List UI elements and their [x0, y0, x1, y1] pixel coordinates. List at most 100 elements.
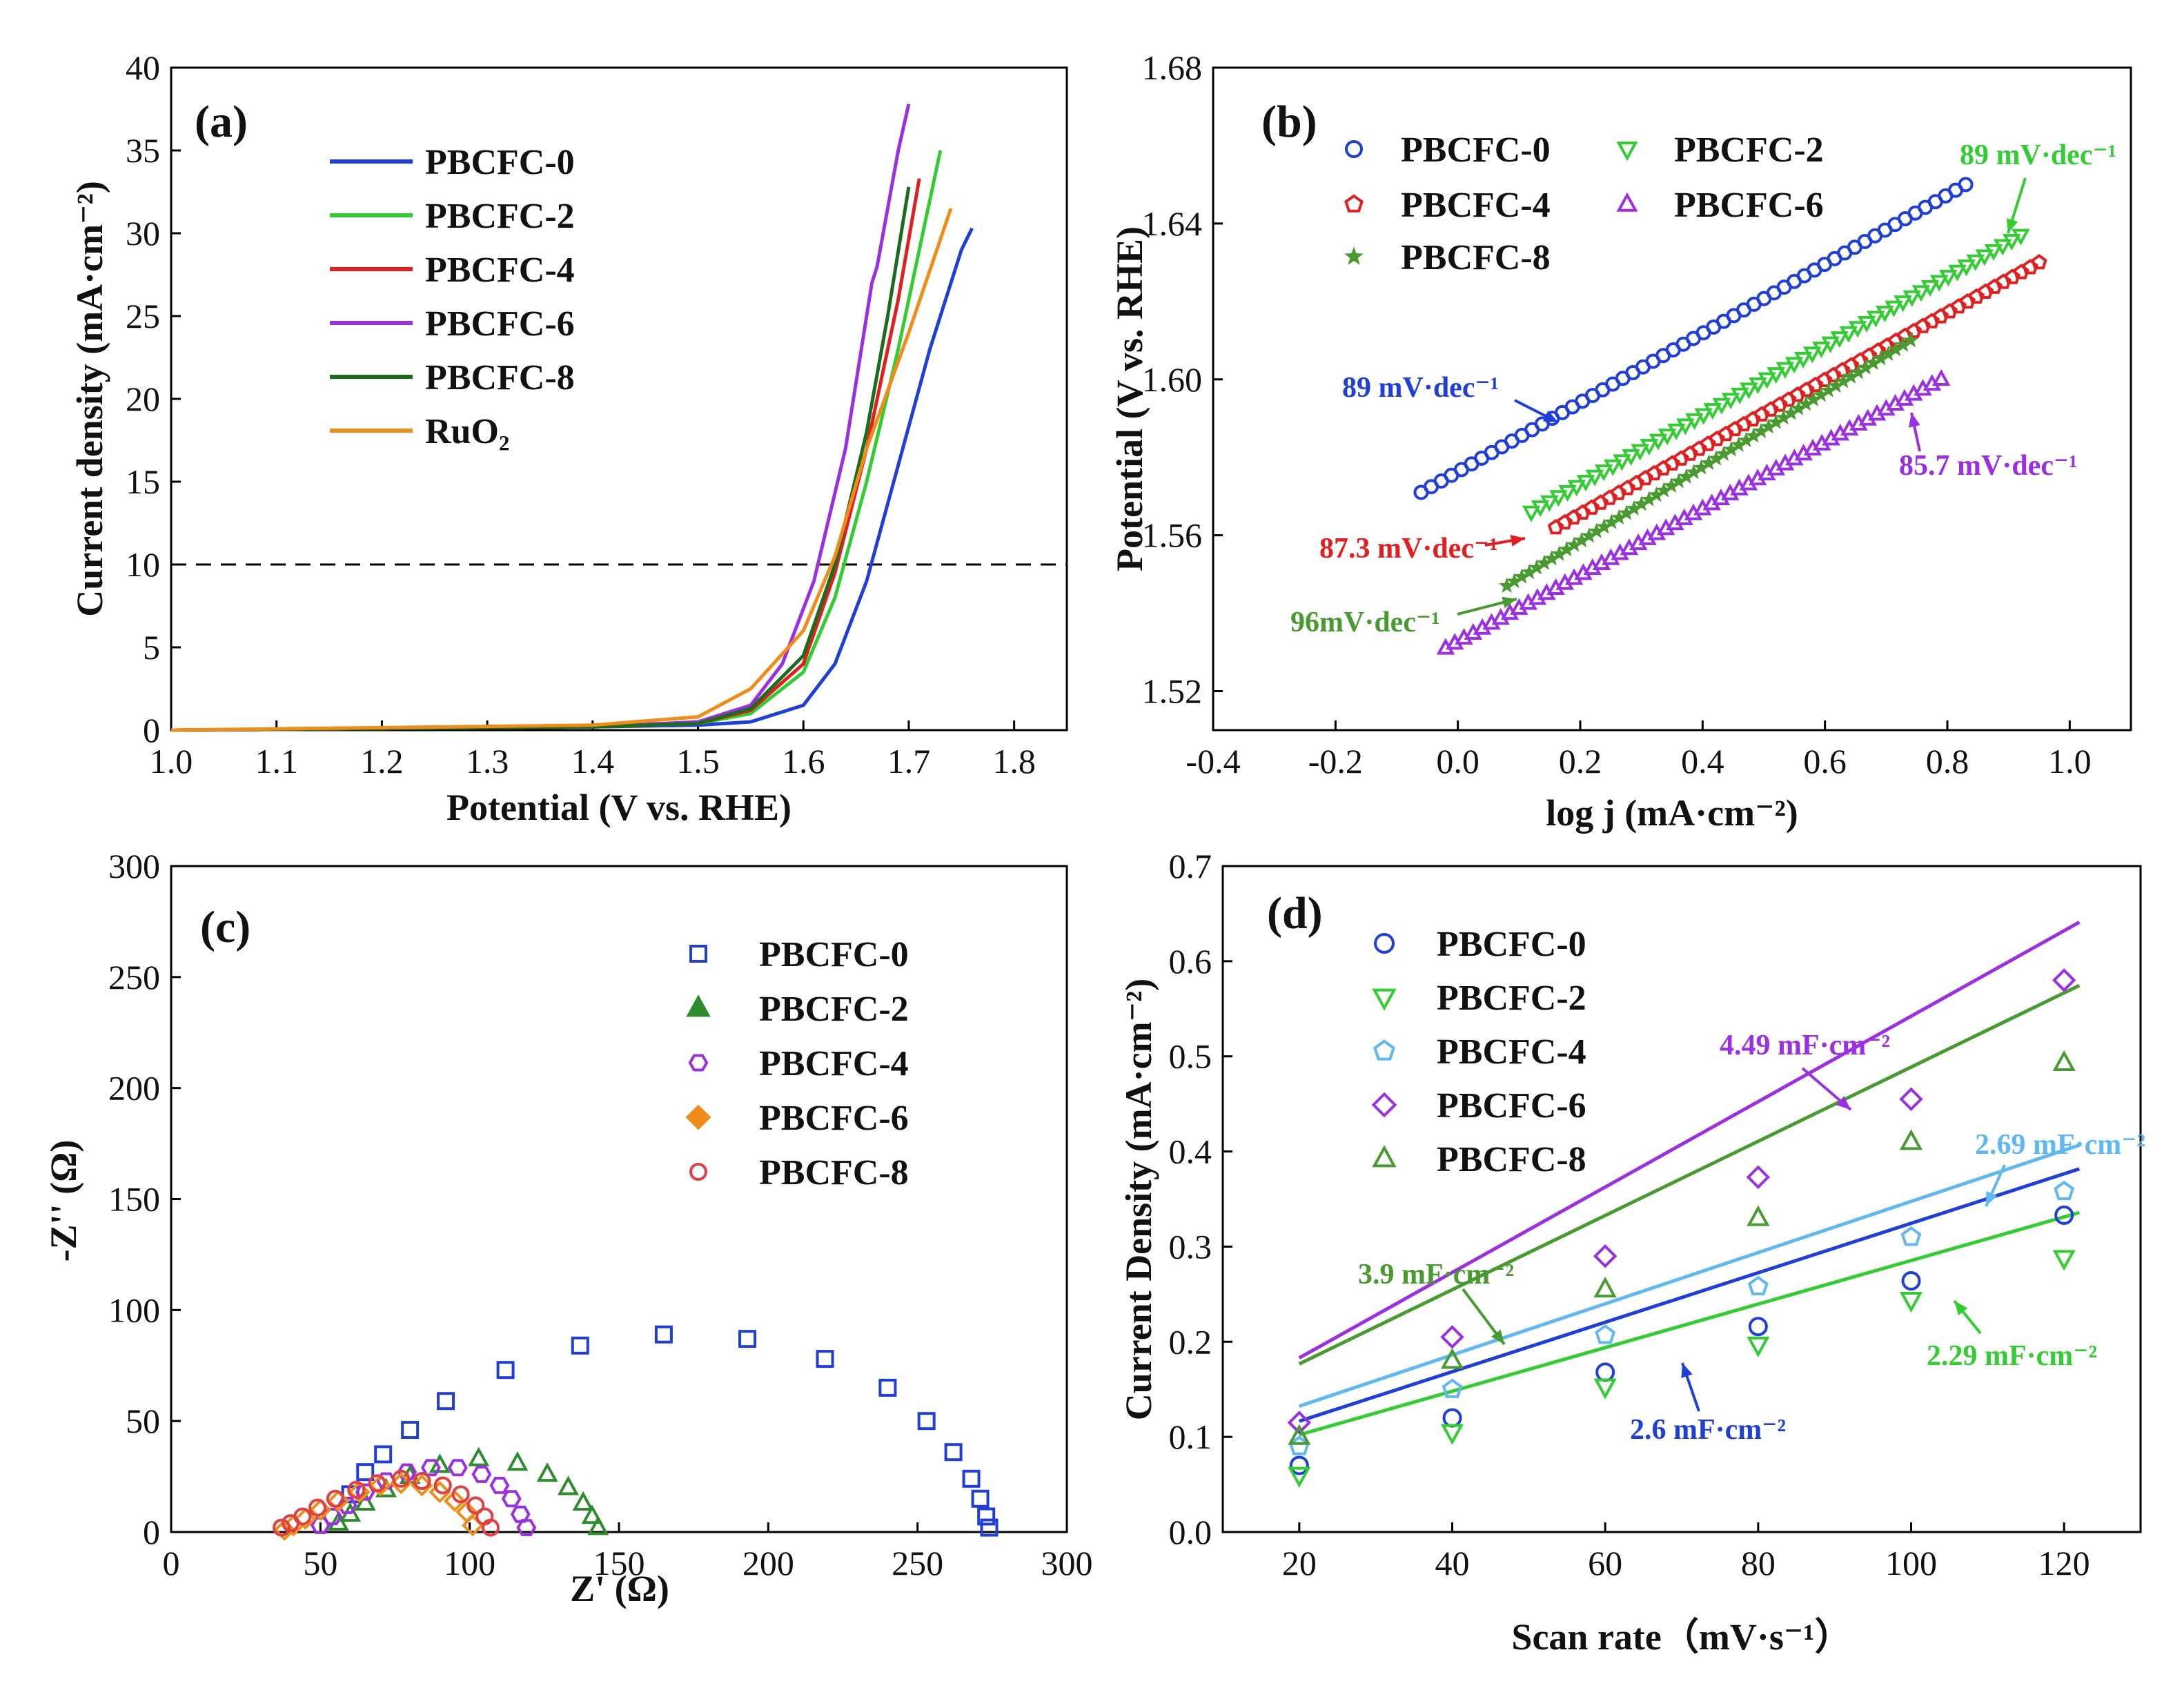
- data-point-PBCFC-4: [1601, 489, 1618, 505]
- data-point-PBCFC-4: [489, 1476, 510, 1494]
- y-tick-label: 10: [126, 545, 160, 584]
- legend-label: PBCFC-0: [759, 935, 909, 974]
- data-point-PBCFC-8: [326, 1489, 344, 1508]
- panel-b: (b) -0.4 -0.2 0.0 0.2 0.4 0.6 0.8 1.0 1.52 1.56 1.…: [1109, 48, 2132, 834]
- legend-label: RuO₂: [425, 412, 510, 451]
- data-point-PBCFC-4: [447, 1459, 468, 1477]
- data-point-PBCFC-0: [1901, 1271, 1921, 1291]
- legend-marker: [688, 1054, 709, 1072]
- legend-label: PBCFC-6: [759, 1099, 909, 1138]
- data-point-PBCFC-4: [1986, 278, 2003, 294]
- data-point-PBCFC-4: [1941, 303, 1958, 319]
- x-tick-label: 20: [1282, 1544, 1317, 1582]
- y-tick-label: 20: [126, 380, 160, 418]
- y-tick-label: 0: [143, 711, 160, 749]
- data-point-PBCFC-4: [1977, 283, 1994, 300]
- legend-label: PBCFC-6: [1437, 1086, 1586, 1126]
- annotation-arrow-head: [1681, 1363, 1693, 1378]
- data-point-PBCFC-4: [1592, 494, 1609, 510]
- data-point-PBCFC-0: [962, 1469, 981, 1488]
- data-point-PBCFC-4: [1691, 440, 1707, 456]
- data-point-PBCFC-2: [1993, 239, 2012, 256]
- data-point-PBCFC-4: [2054, 1180, 2075, 1201]
- legend-marker: [1372, 988, 1397, 1011]
- panel-label-c: (c): [200, 902, 250, 952]
- legend-marker: [1345, 140, 1363, 158]
- data-point-PBCFC-2: [1721, 393, 1740, 410]
- data-point-PBCFC-0: [356, 1463, 375, 1482]
- data-point-PBCFC-2: [1966, 254, 1985, 271]
- legend-label: PBCFC-2: [1674, 130, 1824, 170]
- fit-line-PBCFC-8: [1298, 983, 2081, 1366]
- data-point-PBCFC-2: [1911, 285, 1931, 302]
- data-point-PBCFC-0: [654, 1325, 673, 1344]
- data-point-PBCFC-6: [348, 1481, 371, 1504]
- y-tick-label: 0.1: [1169, 1417, 1212, 1456]
- data-point-PBCFC-4: [516, 1519, 537, 1537]
- data-point-PBCFC-4: [1655, 460, 1671, 476]
- y-tick-label: 50: [126, 1402, 160, 1440]
- data-point-PBCFC-8: [433, 1476, 452, 1495]
- data-point-PBCFC-4: [1664, 455, 1680, 471]
- data-point-PBCFC-4: [1744, 411, 1761, 426]
- x-tick-label: 80: [1741, 1544, 1776, 1582]
- x-tick-label: 1.0: [150, 742, 193, 781]
- data-point-PBCFC-2: [1984, 244, 2003, 262]
- data-point-PBCFC-2: [1920, 279, 1940, 297]
- series-line-PBCFC-0: [170, 227, 974, 732]
- data-point-PBCFC-0: [1595, 1362, 1615, 1382]
- x-tick-label: 100: [444, 1544, 495, 1582]
- data-point-PBCFC-2: [2052, 1250, 2076, 1271]
- data-point-PBCFC-6: [2052, 968, 2076, 992]
- y-tick-label: 15: [126, 462, 160, 501]
- data-point-PBCFC-2: [1666, 423, 1686, 440]
- annotation-arrow-head: [1491, 1329, 1504, 1344]
- data-point-PBCFC-2: [1885, 300, 1903, 317]
- data-point-PBCFC-4: [1673, 450, 1689, 466]
- data-point-PBCFC-2: [1802, 346, 1822, 364]
- fit-line-PBCFC-0: [1299, 1167, 2081, 1423]
- x-tick-label: 1.4: [571, 742, 615, 781]
- data-point-PBCFC-2: [1658, 429, 1677, 446]
- legend-label: PBCFC-2: [1437, 979, 1586, 1018]
- data-point-PBCFC-4: [1556, 513, 1573, 530]
- data-point-PBCFC-2: [1585, 469, 1604, 487]
- legend-label: PBCFC-4: [1437, 1032, 1586, 1072]
- panel-a: (a) 1.0 1.1 1.2 1.3 1.4 1.5 1.6 1.7 1.8 0 5 10 15 20 2…: [69, 48, 1068, 828]
- data-point-PBCFC-2: [1522, 505, 1541, 522]
- data-point-PBCFC-4: [1583, 499, 1600, 515]
- data-point-PBCFC-2: [1857, 315, 1876, 333]
- y-axis-label-d: Current Density (mA·cm⁻²): [1118, 979, 1159, 1421]
- data-point-PBCFC-4: [1905, 322, 1923, 338]
- y-tick-label: 5: [143, 628, 160, 667]
- capacitance-annotation: 4.49 mF·cm⁻²: [1720, 1030, 1890, 1061]
- data-point-PBCFC-0: [1442, 1408, 1462, 1428]
- x-tick-label: 1.7: [887, 742, 931, 781]
- data-point-PBCFC-2: [1649, 433, 1668, 451]
- data-point-PBCFC-0: [878, 1378, 897, 1397]
- data-point-PBCFC-6: [327, 1489, 350, 1512]
- data-point-PBCFC-2: [1975, 249, 1994, 266]
- x-tick-label: 1.3: [466, 742, 509, 781]
- data-point-PBCFC-6: [309, 1498, 332, 1521]
- data-point-PBCFC-2: [2002, 234, 2021, 251]
- legend-marker: [1616, 192, 1638, 212]
- data-point-PBCFC-4: [376, 1472, 396, 1490]
- data-point-PBCFC-8: [293, 1507, 312, 1526]
- data-point-PBCFC-2: [587, 1515, 609, 1535]
- data-point-PBCFC-4: [1807, 376, 1824, 393]
- data-point-PBCFC-0: [971, 1489, 990, 1508]
- data-point-PBCFC-2: [1939, 270, 1958, 287]
- legend-label: PBCFC-0: [1401, 130, 1551, 170]
- data-point-PBCFC-2: [1694, 408, 1713, 425]
- legend-label: PBCFC-8: [1437, 1140, 1586, 1179]
- series-line-PBCFC-2: [170, 150, 943, 732]
- data-point-PBCFC-2: [1899, 1292, 1923, 1313]
- legend-marker: [689, 1163, 707, 1181]
- data-point-PBCFC-0: [1748, 1317, 1768, 1337]
- x-tick-label: 1.8: [992, 742, 1036, 781]
- plot-frame-d: [1221, 865, 2142, 1533]
- data-point-PBCFC-4: [1646, 464, 1662, 481]
- x-tick-label: 120: [2038, 1544, 2090, 1582]
- data-point-PBCFC-2: [1866, 311, 1885, 328]
